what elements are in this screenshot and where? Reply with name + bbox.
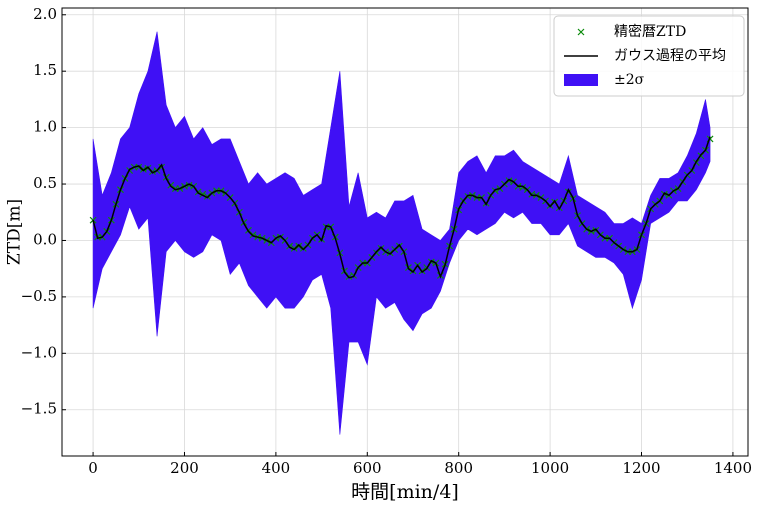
ztd-marker (295, 242, 303, 250)
y-tick-label: −1.0 (21, 343, 57, 361)
x-tick-label: 1400 (714, 459, 752, 477)
ztd-marker (277, 233, 284, 241)
plot-frame (61, 7, 749, 457)
y-tick-label: 0.0 (33, 230, 57, 248)
y-axis-label: ZTD[m] (5, 199, 25, 265)
legend-label: ±2σ (614, 72, 645, 88)
x-tick-label: 200 (170, 459, 199, 477)
ztd-marker (299, 244, 307, 252)
ztd-marker (290, 244, 298, 252)
ztd-marker (386, 249, 394, 257)
y-tick-label: 0.5 (33, 174, 57, 192)
sigma-band (92, 31, 711, 435)
x-tick-label: 1000 (531, 459, 569, 477)
ztd-marker (89, 216, 97, 224)
y-tick-label: 1.5 (33, 61, 57, 79)
legend-label: 精密暦ZTD (614, 23, 686, 40)
legend-label: ガウス過程の平均 (614, 48, 726, 64)
x-tick-label: 1200 (622, 459, 660, 477)
x-tick-label: 400 (262, 459, 291, 477)
y-tick-label: −1.5 (21, 400, 57, 418)
ztd-marker (135, 163, 143, 171)
ztd-marker (519, 184, 527, 191)
x-axis-label: 時間[min/4] (351, 481, 459, 503)
y-tick-label: −0.5 (21, 287, 57, 305)
legend-box (553, 15, 745, 97)
x-tick-label: 0 (88, 459, 98, 477)
legend-swatch (577, 28, 585, 36)
x-tick-label: 800 (444, 459, 473, 477)
mean-line (92, 136, 711, 279)
y-tick-label: 1.0 (33, 118, 57, 136)
y-tick-label: 2.0 (33, 5, 57, 23)
ztd-marker (377, 244, 385, 252)
x-tick-label: 600 (353, 459, 382, 477)
legend-swatch (564, 74, 598, 86)
ztd-marker (203, 193, 211, 200)
